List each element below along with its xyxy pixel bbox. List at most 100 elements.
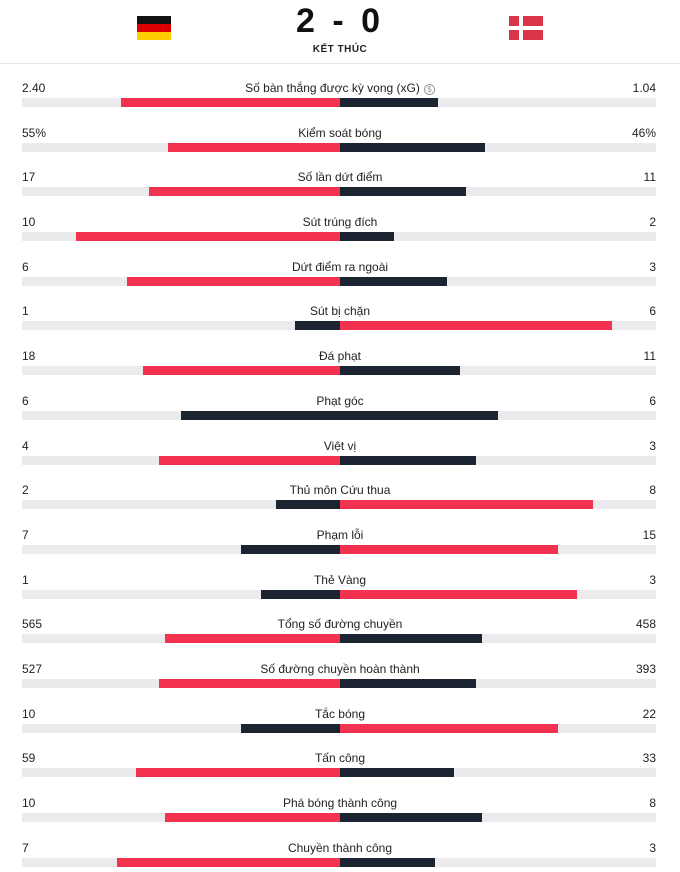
stat-home-bar [241,544,340,554]
stat-home-track [22,142,340,152]
stat-home-bar [149,187,340,197]
stat-away-track [340,410,656,420]
stat-home-bar [117,857,340,867]
stat-home-value: 6 [22,393,29,408]
stat-away-value: 15 [642,527,656,542]
stat-row: 4 Việt vị 3 [0,422,680,467]
stat-row: 59 Tấn công 33 [0,734,680,779]
stat-label: Số đường chuyền hoàn thành [140,662,540,676]
stat-label-text: Kiểm soát bóng [298,125,382,140]
stat-label-text: Đá phạt [318,349,362,364]
stat-away-value: 11 [643,349,656,364]
stat-label-text: Sút bị chặn [309,304,371,319]
stat-away-bar [340,634,483,644]
stat-label: Sút bị chặn [140,304,540,318]
stat-label: Sút trúng đích [140,215,540,229]
stat-away-track [340,366,656,376]
stat-away-value: 1.04 [632,81,656,95]
stat-label: Đá phạt [140,349,540,363]
stat-row: 18 Đá phạt 11 [0,332,680,377]
stat-away-track [340,589,656,599]
stat-away-value: 6 [649,393,656,408]
germany-flag-icon [136,10,172,46]
stat-home-track [22,410,340,420]
stat-home-bar [76,232,340,242]
stat-away-value: 46% [631,125,656,140]
stat-away-value: 11 [643,170,656,185]
match-header: 2 - 0 KẾT THÚC [0,0,680,62]
stat-home-track [22,813,340,822]
stat-home-bar [165,813,340,822]
stat-away-track [340,455,656,465]
stat-label-text: Sút trúng đích [302,215,378,230]
stat-label-text: Thẻ Vàng [313,572,367,587]
stat-home-bar [181,410,340,420]
stat-away-value: 3 [649,438,656,453]
stat-label: Số lần dứt điểm [140,170,540,184]
stat-away-track [340,187,656,197]
stat-row: 10 Phá bóng thành công 8 [0,779,680,824]
stat-away-track [340,723,656,733]
stat-away-bar [340,187,467,197]
match-status: KẾT THÚC [312,44,368,55]
stat-home-value: 4 [22,438,29,453]
stat-home-value: 2.40 [22,81,46,95]
stat-away-track [340,813,656,822]
stat-away-track [340,544,656,554]
stat-label: Tổng số đường chuyền [140,617,540,631]
stat-home-value: 59 [22,751,36,766]
stat-label: Thẻ Vàng [140,573,540,587]
stat-label-text: Phạt góc [316,393,364,408]
stat-label: Phá bóng thành công [140,796,540,810]
stat-label-text: Số bàn thắng được kỳ vọng (xG) [245,81,420,95]
stat-home-bar [120,98,340,107]
stat-label: Dứt điểm ra ngoài [140,260,540,274]
stat-home-track [22,187,340,197]
stat-away-value: 8 [649,796,656,810]
stat-home-value: 10 [22,215,36,230]
stat-away-track [340,142,656,152]
stat-away-bar [340,813,483,822]
stat-home-bar [241,723,340,733]
stat-home-bar [158,678,340,688]
stat-away-track [340,768,656,778]
stat-away-value: 33 [642,751,656,766]
stat-home-track [22,276,340,286]
stat-home-track [22,455,340,465]
stat-label-text: Phạm lỗi [316,527,364,542]
stat-row: 527 Số đường chuyền hoàn thành 393 [0,645,680,690]
stat-away-bar [340,455,476,465]
stat-row: 10 Tắc bóng 22 [0,690,680,735]
stat-label-text: Thủ môn Cứu thua [289,483,391,498]
stat-label: Tấn công [140,751,540,765]
stat-row: 1 Sút bị chặn 6 [0,287,680,332]
stat-home-track [22,366,340,376]
stat-label: Kiểm soát bóng [140,126,540,140]
stat-away-value: 22 [642,706,656,721]
stat-row: 7 Chuyền thành công 3 [0,824,680,869]
stat-home-value: 2 [22,483,29,498]
stat-home-value: 7 [22,840,29,855]
stats-list: 2.40 Số bàn thắng được kỳ vọng (xG) $1.04 5… [0,64,680,868]
stat-away-track [340,276,656,286]
stat-label: Việt vị [140,439,540,453]
stat-home-value: 55% [22,125,47,140]
stat-home-value: 18 [22,349,36,364]
stat-label: Phạm lỗi [140,528,540,542]
stat-home-track [22,634,340,644]
stat-label-text: Dứt điểm ra ngoài [291,259,389,274]
stat-label-text: Tổng số đường chuyền [277,617,403,632]
stat-row: 10 Sút trúng đích 2 [0,198,680,243]
header-divider [0,63,680,64]
stat-away-track [340,678,656,688]
stat-away-value: 8 [649,483,656,498]
info-icon[interactable]: $ [423,84,435,95]
stat-away-bar [340,768,454,778]
stat-row: 17 Số lần dứt điểm 11 [0,153,680,198]
stat-away-bar [340,589,577,599]
stat-home-value: 7 [22,527,29,542]
stat-home-value: 6 [22,259,29,274]
stat-home-value: 527 [22,661,43,676]
stat-away-bar [340,98,438,107]
stat-away-value: 458 [635,617,656,632]
